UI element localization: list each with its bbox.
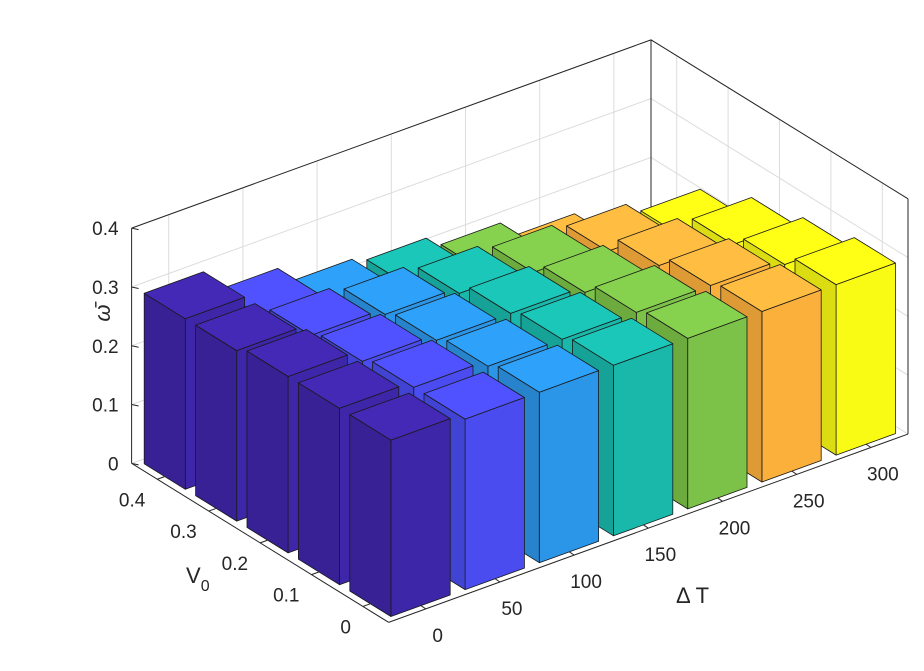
y-axis-label-subscript: 0 [201, 578, 210, 595]
z-tick [131, 227, 139, 231]
x-tick-label: 200 [719, 518, 751, 539]
y-tick-label: 0.4 [119, 490, 146, 511]
bar-top-face [794, 237, 896, 286]
z-tick-label: 0.4 [92, 219, 119, 240]
bar-front-face [538, 370, 599, 564]
x-tick-label: 50 [501, 599, 522, 620]
x-tick-label: 100 [570, 572, 602, 593]
bar-front-face [464, 397, 525, 590]
bar-top-face [423, 371, 525, 420]
bar-top-face [269, 288, 371, 336]
bar-top-face [469, 266, 571, 314]
bar-top-face [720, 264, 822, 312]
x-tick [791, 470, 797, 475]
bar-front-face [835, 262, 896, 456]
y-tick [208, 508, 216, 512]
x-tick [494, 578, 501, 583]
x-tick [865, 443, 872, 448]
x-tick-label: 150 [644, 545, 676, 566]
y-axis-label-main: V [186, 563, 201, 588]
z-axis-label: ω̄ [90, 300, 115, 321]
z-tick [131, 404, 139, 407]
bar-side-face [195, 324, 238, 522]
x-tick [568, 551, 575, 556]
bar-top-face [446, 318, 548, 367]
bar-top-face [349, 392, 451, 441]
x-tick-label: 250 [793, 491, 825, 512]
y-tick [362, 603, 371, 607]
bar [349, 392, 451, 617]
bar-front-face [390, 418, 451, 617]
frame-edge [650, 39, 909, 200]
frame-edge [131, 39, 652, 229]
bar-side-face [246, 350, 289, 554]
bars-layer [143, 188, 896, 617]
bar-top-face [320, 313, 423, 362]
bar-front-face [613, 343, 674, 537]
bar-top-face [594, 265, 696, 313]
x-tick [420, 604, 426, 610]
bar-top-face [343, 266, 445, 315]
y-axis-label: V0 [186, 563, 210, 595]
bar-front-face [761, 289, 822, 483]
bar-top-face [497, 344, 599, 393]
y-tick [259, 539, 268, 544]
labels-layer: Δ T V0 ω̄ 00.10.20.30.405010015020025030… [90, 219, 899, 647]
x-axis-label: Δ T [676, 583, 709, 608]
x-tick-label: 300 [867, 465, 899, 486]
bar-top-face [394, 292, 497, 341]
z-tick [131, 345, 139, 348]
bar-side-face [143, 292, 186, 490]
bar-top-face [143, 271, 246, 320]
y-tick [157, 476, 165, 480]
x-tick [643, 524, 649, 529]
bar-top-face [520, 291, 622, 340]
z-tick-label: 0.3 [92, 278, 118, 299]
y-tick-label: 0 [340, 617, 351, 638]
bar-top-face [195, 303, 297, 352]
bar-front-face [687, 316, 748, 510]
z-tick-label: 0 [108, 454, 119, 475]
y-tick-label: 0.1 [273, 586, 299, 607]
bar-side-face [297, 382, 340, 586]
bar-top-face [246, 329, 348, 377]
bar-top-face [372, 339, 474, 388]
y-tick [311, 571, 319, 576]
z-tick-label: 0.1 [92, 396, 118, 417]
bar-top-face [646, 290, 748, 339]
y-tick-label: 0.3 [170, 522, 196, 543]
z-tick-label: 0.2 [92, 337, 118, 358]
bar-side-face [349, 414, 392, 617]
z-tick [131, 286, 139, 289]
z-gridline [131, 39, 909, 229]
y-tick-label: 0.2 [222, 554, 248, 575]
x-tick [717, 497, 723, 502]
bar-top-face [572, 317, 674, 366]
x-tick-label: 0 [432, 626, 443, 647]
bar-top-face [669, 238, 771, 286]
z-tick [131, 462, 139, 466]
bar-top-face [297, 360, 400, 409]
